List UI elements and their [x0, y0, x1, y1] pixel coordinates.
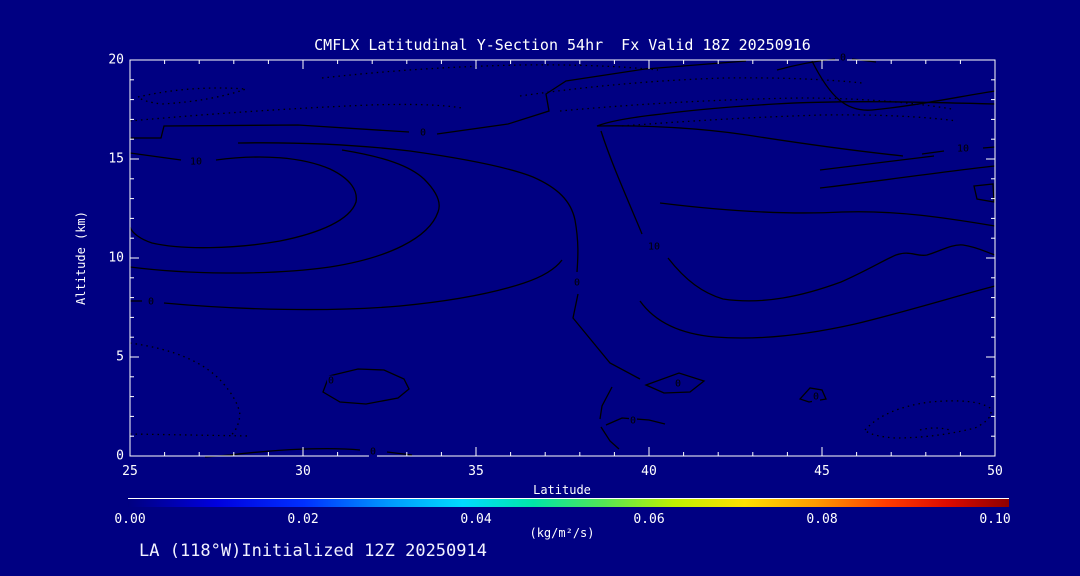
y-tick-label: 10 [108, 250, 124, 266]
contour-line-solid [386, 451, 413, 456]
contour-line-dashed [321, 64, 659, 79]
x-tick-label: 45 [814, 464, 830, 479]
contour-line-dashed [129, 103, 463, 122]
colorbar-tick-label: 0.00 [114, 512, 146, 527]
contour-value-label: 0 [628, 415, 638, 427]
contour-line-solid [163, 259, 563, 311]
contour-line-solid [667, 244, 996, 302]
contour-line-dashed [129, 342, 241, 437]
contour-value-label: 0 [418, 127, 428, 139]
contour-line-solid [599, 386, 613, 420]
contour-line-dashed [559, 97, 953, 112]
contour-line-dashed [864, 400, 992, 439]
x-axis-title: Latitude [533, 483, 591, 497]
contour-line-solid [204, 447, 361, 458]
contour-line-solid [129, 149, 440, 274]
colorbar-tick-label: 0.10 [979, 512, 1011, 527]
contour-line-solid [130, 124, 410, 139]
colorbar-tick-label: 0.04 [460, 512, 492, 527]
contour-line-solid [237, 142, 579, 273]
contour-value-label: 0 [326, 375, 336, 387]
contour-line-dashed [919, 427, 951, 431]
contour-line-solid [129, 156, 357, 249]
plot-title: CMFLX Latitudinal Y-Section 54hr Fx Vali… [314, 36, 811, 54]
axis-ticks [129, 59, 996, 457]
contour-value-label: 0 [811, 391, 821, 403]
contour-line-solid [129, 152, 182, 161]
contour-value-label: 0 [572, 277, 582, 289]
contour-line-dashed [519, 77, 863, 97]
contour-line-solid [596, 101, 996, 157]
colorbar-units-label: (kg/m²/s) [529, 526, 595, 540]
contour-line-solid [600, 426, 620, 450]
contour-line-dashed [621, 114, 958, 127]
contour-line-dashed [136, 87, 247, 105]
contour-line-solid [776, 58, 836, 71]
y-tick-label: 5 [116, 349, 124, 365]
contour-line-solid [921, 150, 945, 155]
x-tick-label: 25 [122, 464, 138, 479]
contour-line-dashed [129, 433, 251, 437]
y-tick-label: 20 [108, 52, 124, 68]
contour-value-label: 10 [188, 156, 204, 168]
colorbar-tick-label: 0.06 [633, 512, 665, 527]
contour-lines [129, 58, 996, 458]
colorbar [128, 498, 1009, 507]
initialization-text: LA (118°W)Initialized 12Z 20250914 [139, 541, 487, 561]
contour-line-solid [436, 60, 747, 135]
contour-line-solid [798, 387, 827, 403]
contour-line-solid [819, 155, 935, 171]
contour-value-label: 0 [146, 296, 156, 308]
contour-line-solid [659, 202, 996, 227]
contour-line-solid [982, 146, 996, 149]
contour-line-solid [973, 183, 995, 203]
x-tick-label: 35 [468, 464, 484, 479]
contour-line-solid [600, 130, 643, 235]
colorbar-tick-label: 0.08 [806, 512, 838, 527]
contour-line-solid [639, 285, 996, 339]
contour-value-label: 0 [673, 378, 683, 390]
y-tick-label: 15 [108, 151, 124, 167]
contour-line-solid [322, 368, 410, 405]
contour-value-label: 10 [646, 241, 662, 253]
y-tick-label: 0 [116, 448, 124, 464]
x-tick-label: 30 [295, 464, 311, 479]
x-tick-label: 50 [987, 464, 1003, 479]
x-tick-label: 40 [641, 464, 657, 479]
contour-value-label: 0 [368, 446, 378, 458]
contour-line-solid [572, 293, 641, 380]
plot-border [129, 59, 996, 457]
contour-line-solid [819, 165, 996, 189]
contour-line-solid [811, 60, 996, 111]
contour-line-solid [644, 372, 706, 394]
contour-value-label: 0 [838, 52, 848, 64]
colorbar-tick-label: 0.02 [287, 512, 319, 527]
contour-value-label: 10 [955, 143, 971, 155]
